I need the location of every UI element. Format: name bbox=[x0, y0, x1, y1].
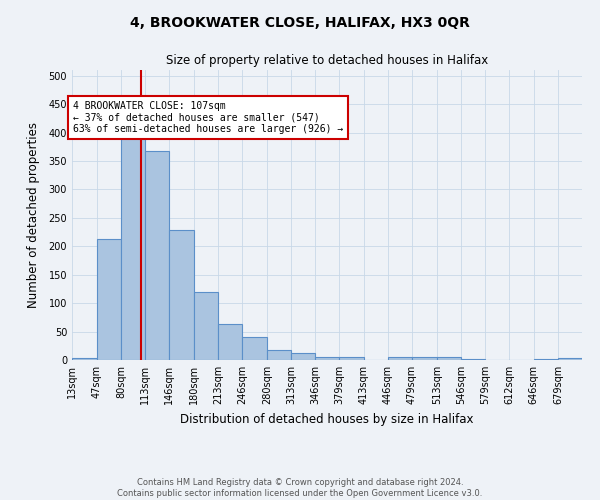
Bar bbox=[558, 358, 582, 360]
Bar bbox=[267, 350, 291, 360]
Bar bbox=[339, 356, 364, 360]
Bar bbox=[388, 357, 412, 360]
Bar bbox=[72, 358, 97, 360]
Text: Contains HM Land Registry data © Crown copyright and database right 2024.
Contai: Contains HM Land Registry data © Crown c… bbox=[118, 478, 482, 498]
Text: 4 BROOKWATER CLOSE: 107sqm
← 37% of detached houses are smaller (547)
63% of sem: 4 BROOKWATER CLOSE: 107sqm ← 37% of deta… bbox=[73, 102, 343, 134]
Bar bbox=[145, 152, 169, 360]
Bar bbox=[97, 240, 121, 360]
Y-axis label: Number of detached properties: Number of detached properties bbox=[27, 122, 40, 308]
Bar bbox=[315, 356, 339, 360]
Bar bbox=[169, 230, 194, 360]
Bar bbox=[437, 356, 461, 360]
X-axis label: Distribution of detached houses by size in Halifax: Distribution of detached houses by size … bbox=[180, 412, 474, 426]
Bar bbox=[121, 131, 145, 360]
Bar bbox=[291, 352, 315, 360]
Bar bbox=[412, 357, 437, 360]
Title: Size of property relative to detached houses in Halifax: Size of property relative to detached ho… bbox=[166, 54, 488, 68]
Text: 4, BROOKWATER CLOSE, HALIFAX, HX3 0QR: 4, BROOKWATER CLOSE, HALIFAX, HX3 0QR bbox=[130, 16, 470, 30]
Bar bbox=[194, 292, 218, 360]
Bar bbox=[242, 338, 267, 360]
Bar bbox=[218, 324, 242, 360]
